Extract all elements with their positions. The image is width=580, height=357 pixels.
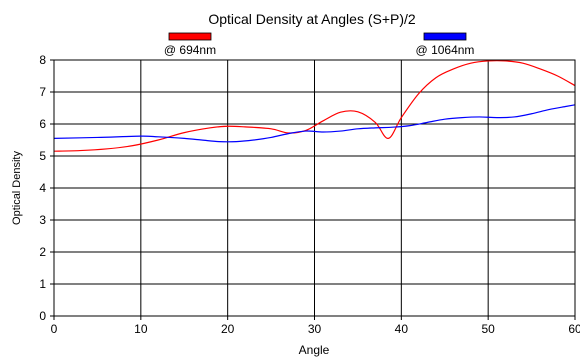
series-line-1064nm <box>53 104 576 143</box>
y-tick-label: 4 <box>39 181 46 195</box>
x-axis-label: Angle <box>299 343 330 357</box>
x-tick-label: 0 <box>51 322 58 336</box>
x-tick-label: 40 <box>395 322 409 336</box>
y-tick-label: 2 <box>39 245 46 259</box>
legend-label: @ 1064nm <box>416 43 475 57</box>
y-tick-label: 0 <box>39 309 46 323</box>
y-tick-label: 8 <box>39 53 46 67</box>
grid <box>53 59 576 317</box>
y-tick-label: 6 <box>39 117 46 131</box>
x-tick-label: 30 <box>308 322 322 336</box>
x-tick-label: 10 <box>134 322 148 336</box>
y-tick-label: 5 <box>39 149 46 163</box>
y-axis-ticks: 0 1 2 3 4 5 6 7 8 <box>39 53 54 323</box>
legend-swatch <box>168 32 212 41</box>
y-tick-label: 1 <box>39 277 46 291</box>
legend: @ 694nm @ 1064nm <box>164 32 475 57</box>
chart-title: Optical Density at Angles (S+P)/2 <box>208 11 416 27</box>
legend-swatch <box>423 32 467 41</box>
series-layer <box>53 60 576 152</box>
legend-label: @ 694nm <box>164 43 216 57</box>
x-axis-ticks: 0 10 20 30 40 50 60 <box>51 316 580 336</box>
y-tick-label: 3 <box>39 213 46 227</box>
y-tick-label: 7 <box>39 85 46 99</box>
x-tick-label: 60 <box>568 322 580 336</box>
series-line-694nm <box>53 60 576 152</box>
x-tick-label: 20 <box>221 322 235 336</box>
x-tick-label: 50 <box>481 322 495 336</box>
y-axis-label: Optical Density <box>11 151 23 225</box>
